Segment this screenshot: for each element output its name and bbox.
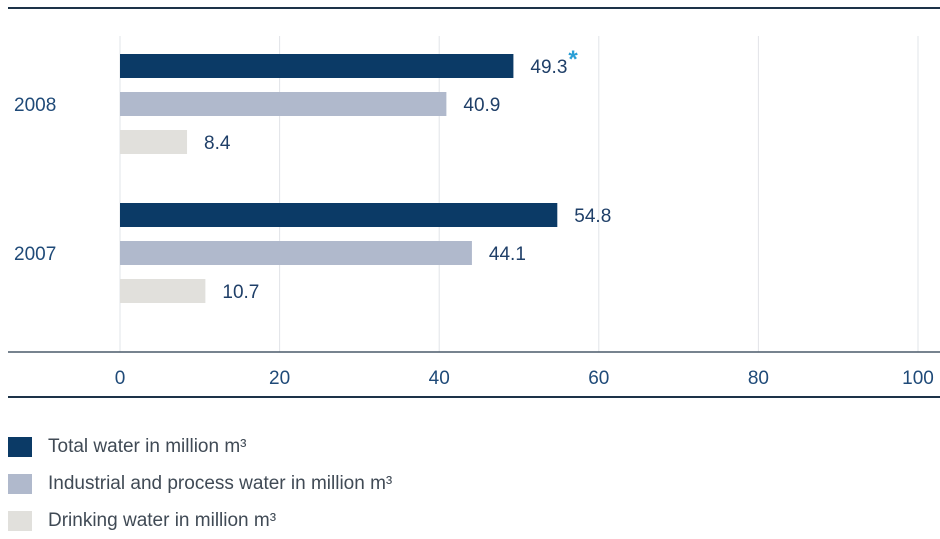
- legend-swatch-total: [8, 436, 32, 457]
- bar: [120, 92, 447, 116]
- legend-item-industrial: Industrial and process water in million …: [8, 465, 392, 502]
- grid-lines: [119, 36, 919, 352]
- data-label: 10.7: [222, 282, 259, 303]
- legend-label-total: Total water in million m³: [48, 435, 247, 457]
- legend-label-industrial: Industrial and process water in million …: [48, 472, 393, 494]
- bar: [120, 203, 558, 227]
- bar: [120, 279, 206, 303]
- data-label: 54.8: [574, 206, 611, 227]
- legend-swatch-industrial: [8, 473, 32, 494]
- category-label: 2008: [14, 95, 56, 116]
- legend-swatch-drinking: [8, 510, 32, 531]
- legend-item-total: Total water in million m³: [8, 428, 392, 465]
- x-tick-label: 20: [269, 368, 290, 389]
- bars: [120, 54, 558, 303]
- bar-chart: 49.3 * 40.9 8.4 54.8 44.1 10.7 2008 2007 0 20 40 6…: [8, 7, 940, 398]
- bar: [120, 130, 188, 154]
- category-label: 2007: [14, 244, 56, 265]
- data-label: 44.1: [489, 244, 526, 265]
- category-labels: 2008 2007: [14, 95, 56, 265]
- bar: [120, 241, 472, 265]
- x-tick-label: 100: [902, 368, 934, 389]
- data-label: 49.3: [530, 57, 567, 78]
- x-tick-label: 0: [115, 368, 126, 389]
- data-label: 40.9: [463, 95, 500, 116]
- legend-item-drinking: Drinking water in million m³: [8, 502, 392, 539]
- data-label: 8.4: [204, 133, 231, 154]
- x-tick-label: 40: [429, 368, 450, 389]
- legend-label-drinking: Drinking water in million m³: [48, 509, 277, 531]
- x-tick-label: 60: [588, 368, 609, 389]
- x-tick-label: 80: [748, 368, 769, 389]
- value-labels: 49.3 * 40.9 8.4 54.8 44.1 10.7: [204, 46, 611, 303]
- x-tick-labels: 0 20 40 60 80 100: [115, 368, 934, 389]
- annotation-asterisk: *: [568, 46, 578, 73]
- legend: Total water in million m³ Industrial and…: [8, 428, 392, 539]
- bar: [120, 54, 514, 78]
